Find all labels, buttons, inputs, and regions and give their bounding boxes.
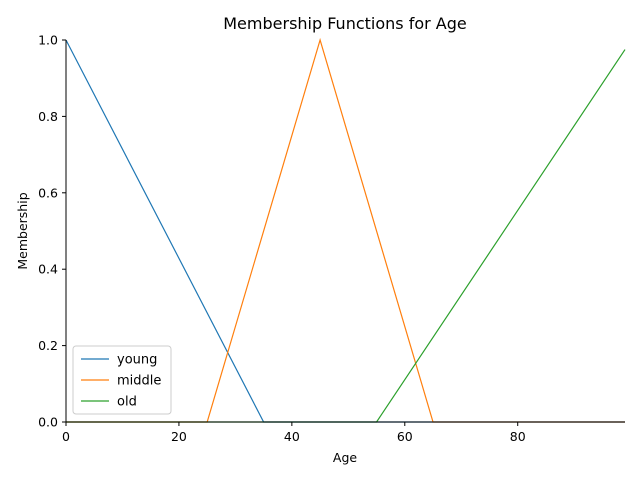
- y-tick-label: 0.0: [38, 415, 58, 430]
- y-axis-label: Membership: [15, 192, 30, 269]
- x-tick-label: 60: [397, 429, 413, 444]
- legend-label-old: old: [117, 395, 137, 410]
- legend-box: [72, 345, 172, 415]
- y-tick-label: 1.0: [38, 33, 58, 48]
- y-tick-label: 0.8: [38, 109, 58, 124]
- x-tick-label: 0: [62, 429, 70, 444]
- x-axis-label: Age: [333, 450, 357, 465]
- x-tick-label: 20: [171, 429, 187, 444]
- legend-label-middle: middle: [117, 374, 161, 389]
- y-axis-ticks: 0.0 0.2 0.4 0.6 0.8 1.0: [38, 33, 66, 430]
- y-tick-label: 0.2: [38, 338, 58, 353]
- chart-title: Membership Functions for Age: [223, 14, 466, 33]
- legend-label-young: young: [117, 353, 157, 368]
- y-tick-label: 0.4: [38, 262, 58, 277]
- x-tick-label: 40: [284, 429, 300, 444]
- y-tick-label: 0.6: [38, 185, 58, 200]
- x-tick-label: 80: [510, 429, 526, 444]
- x-axis-ticks: 0 20 40 60 80: [62, 422, 526, 444]
- legend: young middle old: [72, 345, 172, 415]
